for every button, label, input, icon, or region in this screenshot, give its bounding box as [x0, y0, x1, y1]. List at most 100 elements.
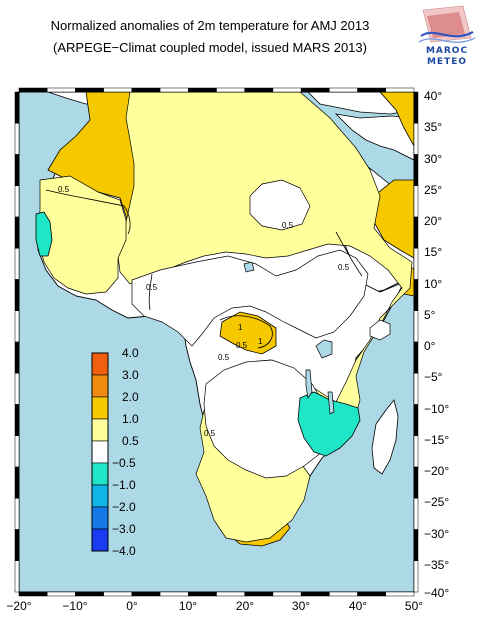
frame-segment [14, 498, 20, 530]
frame-segment [14, 466, 20, 499]
frame-segment [272, 87, 302, 93]
frame-segment [131, 87, 161, 93]
lake-victoria [315, 339, 333, 359]
frame-segment [413, 529, 419, 561]
frame-segment [14, 404, 20, 436]
frame-segment [14, 123, 20, 155]
latitude-axis: 40° 35° 30° 25° 20° 15° 10° 5° 0° −5° −1… [424, 89, 449, 600]
legend-swatch [91, 506, 109, 530]
logo-text-maroc: MAROC [425, 46, 469, 56]
color-legend: 4.0 3.0 2.0 1.0 0.5 −0.5 −1.0 −2.0 −3.0 … [91, 346, 139, 558]
lat-tick-label: 5° [424, 308, 436, 322]
lon-tick-label: 40° [349, 599, 367, 613]
frame-segment [300, 591, 330, 597]
legend-swatch [91, 528, 109, 552]
legend-label: −1.0 [112, 478, 136, 492]
legend-label: −0.5 [112, 456, 136, 470]
frame-segment [413, 185, 419, 218]
frame-segment [357, 591, 387, 597]
lat-tick-label: 0° [424, 339, 436, 353]
contour-line [335, 231, 363, 277]
contour-label: 0.5 [218, 353, 230, 362]
frame-segment [413, 154, 419, 186]
frame-segment [413, 310, 419, 343]
contour-label: 1 [258, 337, 263, 346]
frame-segment [188, 87, 217, 93]
lat-tick-label: 35° [424, 120, 442, 134]
frame-segment [14, 216, 20, 249]
frame-segment [357, 87, 387, 93]
frame-segment [75, 87, 104, 93]
legend-label: −4.0 [112, 544, 136, 558]
frame-segment [46, 591, 76, 597]
contour-line [219, 315, 273, 349]
frame-segment [244, 87, 274, 93]
frame-segment [413, 466, 419, 499]
lon-tick-label: 0° [126, 599, 138, 613]
legend-label: −3.0 [112, 522, 136, 536]
legend-swatch [91, 352, 109, 376]
frame-segment [413, 91, 419, 124]
legend-swatch [91, 418, 109, 442]
frame-segment [413, 404, 419, 436]
frame-segment [413, 341, 419, 374]
frame-segment [14, 310, 20, 343]
legend-label: 2.0 [122, 390, 139, 404]
frame-segment [216, 87, 245, 93]
frame-segment [413, 498, 419, 530]
anomaly-neutral-region [131, 249, 369, 347]
lat-tick-label: 15° [424, 245, 442, 259]
lat-tick-label: 40° [424, 89, 442, 103]
frame-segment [272, 591, 302, 597]
frame-segment [159, 87, 189, 93]
frame-segment [413, 373, 419, 405]
frame-segment [103, 591, 133, 597]
lon-tick-label: 30° [292, 599, 310, 613]
frame-segment [14, 373, 20, 405]
anomaly-warm-region [373, 179, 414, 259]
lat-tick-label: −5° [424, 370, 443, 384]
legend-label: 3.0 [122, 368, 139, 382]
land-middle-east [334, 113, 414, 161]
frame-segment [413, 248, 419, 280]
frame-segment [14, 185, 20, 218]
legend-label: −2.0 [112, 500, 136, 514]
lake-malawi [327, 391, 335, 415]
frame-ticks [14, 87, 419, 597]
lat-tick-label: 10° [424, 277, 442, 291]
contour-label: 0.5 [282, 221, 294, 230]
frame-segment [329, 87, 358, 93]
frame-segment [413, 560, 419, 593]
frame-segment [14, 529, 20, 561]
frame-segment [75, 591, 104, 597]
frame-segment [46, 87, 76, 93]
legend-swatch [91, 374, 109, 398]
legend-label: 1.0 [122, 412, 139, 426]
frame-segment [244, 591, 274, 597]
frame-segment [413, 123, 419, 155]
contour-label: 1 [238, 323, 243, 332]
map-title: Normalized anomalies of 2m temperature f… [50, 18, 370, 33]
anomaly-warm-region [379, 92, 414, 147]
frame-segment [103, 87, 133, 93]
lat-tick-label: −40° [424, 586, 449, 600]
lat-tick-label: −15° [424, 433, 449, 447]
contour-line [148, 273, 153, 311]
logo-text-meteo: METEO [426, 57, 468, 67]
contour-labels: 0.5 0.5 0.5 0.5 0.5 0.5 0.5 1 1 [58, 185, 350, 438]
contour-label: 0.5 [236, 341, 248, 350]
contour-label: 0.5 [338, 263, 350, 272]
legend-label: 0.5 [122, 434, 139, 448]
anomaly-neutral-region [249, 179, 311, 231]
frame-segment [14, 341, 20, 374]
lat-tick-label: −10° [424, 402, 449, 416]
lon-tick-label: 20° [236, 599, 254, 613]
legend-swatch [91, 484, 109, 508]
longitude-axis: −20° −10° 0° 10° 20° 30° 40° 50° [6, 599, 423, 613]
frame-segment [18, 87, 48, 93]
frame-segment [300, 87, 330, 93]
lat-tick-label: −20° [424, 464, 449, 478]
frame-segment [329, 591, 358, 597]
frame-segment [216, 591, 245, 597]
